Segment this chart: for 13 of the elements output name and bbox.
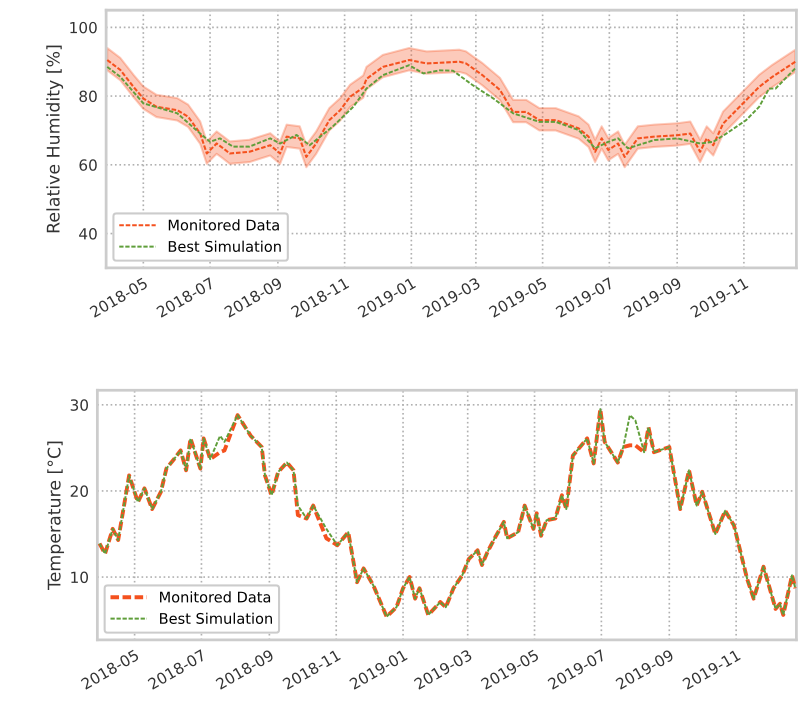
y-tick-label: 60 [79,159,97,171]
legend-label: Best Simulation [160,612,272,624]
legend-label: Best Simulation [168,240,281,252]
y-tick-label: 100 [70,22,97,34]
y-tick-label: 30 [70,399,88,411]
legend-label: Monitored Data [168,219,279,231]
y-axis-title: Relative Humidity [%] [46,46,64,232]
legend-label: Monitored Data [160,591,270,603]
y-tick-label: 20 [70,485,88,497]
y-tick-label: 10 [71,572,88,584]
y-tick-label: 80 [79,90,97,102]
y-tick-label: 40 [79,228,97,240]
y-axis-title: Temperature [°C] [47,442,64,590]
